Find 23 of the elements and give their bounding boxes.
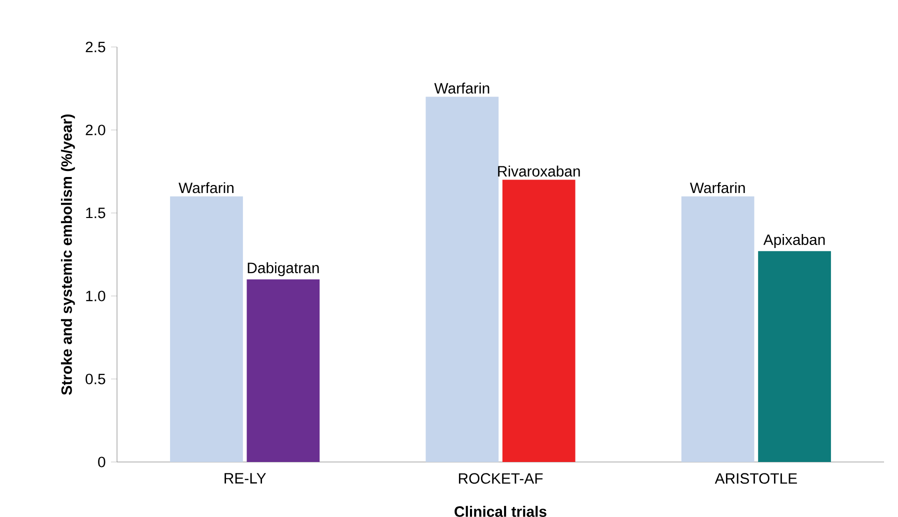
bar (502, 180, 576, 462)
y-tick-label: 0.5 (86, 374, 106, 384)
bar (246, 279, 320, 462)
y-tick-label: 1.0 (86, 290, 106, 302)
y-tick-label: 2.5 (86, 42, 106, 52)
annotation: Warfarin (178, 182, 234, 194)
annotation: Rivaroxaban (498, 166, 580, 177)
annotation: Warfarin (690, 182, 745, 194)
x-tick-label: RE-LY (224, 473, 266, 484)
bar (426, 96, 499, 462)
bar (758, 251, 831, 462)
y-tick-label: 1.5 (86, 208, 106, 218)
x-tick-label: ROCKET-AF (458, 473, 543, 484)
x-axis-title: Clinical trials (454, 506, 546, 517)
y-axis-title: Stroke and systemic embolism (%/year) (60, 114, 75, 395)
annotation: Apixaban (763, 234, 825, 248)
bar (170, 196, 243, 462)
bar (681, 196, 754, 462)
annotation: Warfarin (434, 82, 490, 94)
annotation: Dabigatran (248, 262, 319, 276)
y-tick-label: 0 (98, 456, 106, 468)
x-tick-label: ARISTOTLE (714, 473, 797, 484)
y-tick-label: 2.0 (86, 124, 106, 136)
